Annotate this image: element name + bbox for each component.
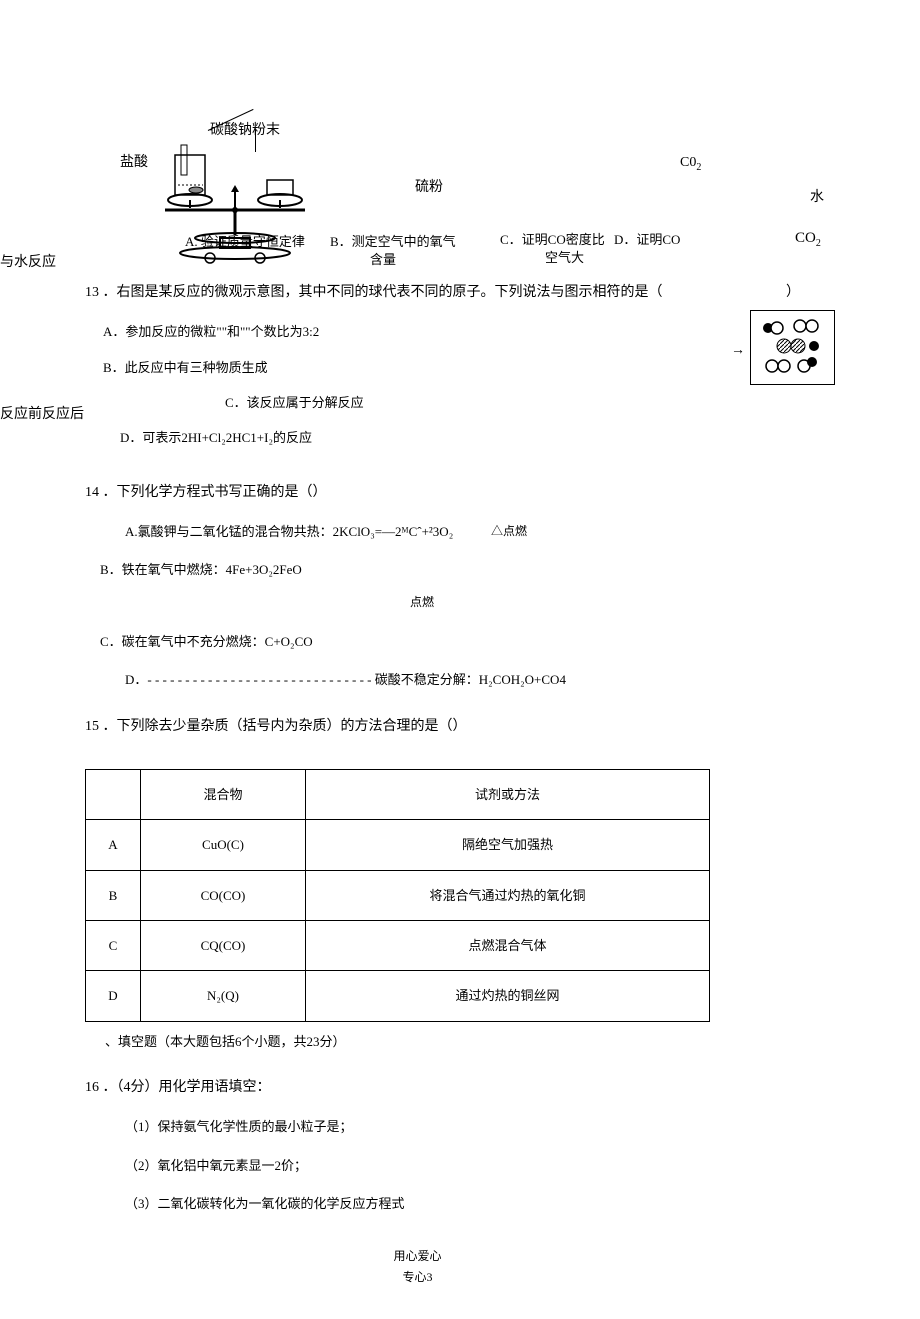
question-12-figures: 盐酸 碳酸钠粉末 硫粉 C02 水 CO2 <box>0 0 835 230</box>
q14-stem: 14 ．下列化学方程式书写正确的是（） <box>85 480 835 505</box>
q15-table: 混合物 试剂或方法 A CuO(C) 隔绝空气加强热 B CO(CO) 将混合气… <box>85 769 710 1022</box>
table-row: B CO(CO) 将混合气通过灼热的氧化铜 <box>86 870 710 920</box>
table-cell: N₂(Q) <box>141 971 306 1021</box>
q14-option-b: B．铁在氧气中燃烧：4Fe+3O₂2FeO <box>100 558 835 581</box>
q12-option-b-sub: 含量 <box>370 248 396 271</box>
q13-option-d: D．可表示2HI+Cl₂2HC1+I₂的反应 <box>120 426 835 449</box>
section-2-header: 、填空题（本大题包括6个小题，共23分） <box>105 1030 835 1053</box>
q13-option-b: B．此反应中有三种物质生成 <box>103 356 835 379</box>
table-header-empty <box>86 769 141 819</box>
footer-line-1: 用心爱心 <box>0 1246 835 1268</box>
table-cell: 隔绝空气加强热 <box>306 820 710 870</box>
question-13: 反应前反应后 13 ．右图是某反应的微观示意图，其中不同的球代表不同的原子。下列… <box>85 280 835 450</box>
page-footer: 用心爱心 专心3 <box>0 1246 835 1289</box>
q12-option-c-sub: 空气大 <box>545 246 584 269</box>
q13-options: A．参加反应的微粒""和""个数比为3:2 B．此反应中有三种物质生成 C．该反… <box>85 320 835 450</box>
q12-option-a: A. 验证质量守恒定律 <box>185 230 305 253</box>
table-cell: A <box>86 820 141 870</box>
q13-stem: 13 ．右图是某反应的微观示意图，其中不同的球代表不同的原子。下列说法与图示相符… <box>85 280 835 305</box>
reaction-diagram <box>750 310 835 385</box>
question-15: 15 ．下列除去少量杂质（括号内为杂质）的方法合理的是（） 混合物 试剂或方法 … <box>85 714 835 1054</box>
table-cell: CuO(C) <box>141 820 306 870</box>
co2-label-top: C02 <box>680 150 701 177</box>
q16-sub-3: （3）二氧化碳转化为一氧化碳的化学反应方程式 <box>125 1192 835 1215</box>
before-after-label: 反应前反应后 <box>0 402 84 427</box>
question-14: 14 ．下列化学方程式书写正确的是（） A.氯酸钾与二氧化锰的混合物共热：2KC… <box>85 480 835 692</box>
co2-label-side: CO2 <box>795 225 821 253</box>
table-cell: CO(CO) <box>141 870 306 920</box>
q14-option-d: D．- - - - - - - - - - - - - - - - - - - … <box>125 668 835 691</box>
table-cell: 将混合气通过灼热的氧化铜 <box>306 870 710 920</box>
question-16: 16 ．（4分）用化学用语填空： （1）保持氨气化学性质的最小粒子是； （2）氧… <box>85 1075 835 1215</box>
table-cell: 通过灼热的铜丝网 <box>306 971 710 1021</box>
table-cell: B <box>86 870 141 920</box>
arrow-icon: → <box>731 338 745 363</box>
q16-sub-2: （2）氧化铝中氧元素显一2价； <box>125 1154 835 1177</box>
table-cell: CQ(CO) <box>141 921 306 971</box>
table-cell: 点燃混合气体 <box>306 921 710 971</box>
q16-stem: 16 ．（4分）用化学用语填空： <box>85 1075 835 1100</box>
table-header-method: 试剂或方法 <box>306 769 710 819</box>
q15-stem: 15 ．下列除去少量杂质（括号内为杂质）的方法合理的是（） <box>85 714 835 739</box>
q14-annotation-2: 点燃 <box>410 592 434 614</box>
table-row: A CuO(C) 隔绝空气加强热 <box>86 820 710 870</box>
sulfur-label: 硫粉 <box>415 175 443 200</box>
table-cell: D <box>86 971 141 1021</box>
water-react-text: 与水反应 <box>0 250 56 275</box>
water-label: 水 <box>810 185 824 210</box>
table-header-row: 混合物 试剂或方法 <box>86 769 710 819</box>
footer-line-2: 专心3 <box>0 1267 835 1289</box>
q14-annotation-1: △点燃 <box>491 521 527 543</box>
q14-option-a: A.氯酸钾与二氧化锰的混合物共热：2KClO₃=—2ᴹCˆ+²3O₂ <box>125 520 835 543</box>
q13-option-a: A．参加反应的微粒""和""个数比为3:2 <box>103 320 835 343</box>
q12-option-d: D．证明CO <box>614 228 680 251</box>
table-row: D N₂(Q) 通过灼热的铜丝网 <box>86 971 710 1021</box>
q16-sub-1: （1）保持氨气化学性质的最小粒子是； <box>125 1115 835 1138</box>
q14-option-c: C．碳在氧气中不充分燃烧：C+O₂CO <box>100 630 835 653</box>
table-row: C CQ(CO) 点燃混合气体 <box>86 921 710 971</box>
table-cell: C <box>86 921 141 971</box>
q13-option-c: C．该反应属于分解反应 <box>225 391 835 414</box>
hcl-label: 盐酸 <box>120 150 148 175</box>
table-header-mixture: 混合物 <box>141 769 306 819</box>
